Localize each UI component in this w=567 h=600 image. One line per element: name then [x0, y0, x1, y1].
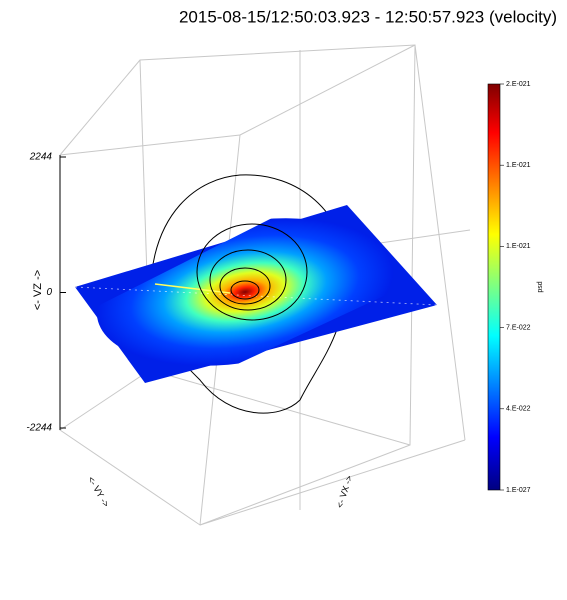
- colorbar-label: 1.E-021: [506, 243, 531, 250]
- contours: [196, 223, 308, 321]
- x-axis-label: <- VX ->: [334, 474, 354, 509]
- colorbar-label: 2.E-021: [506, 81, 531, 88]
- colorbar-title: psd: [537, 281, 544, 292]
- slice-plane: [74, 205, 438, 383]
- z-axis-label: <- VZ ->: [32, 270, 44, 310]
- z-tick-label: 2244: [29, 152, 53, 163]
- chart-title: 2015-08-15/12:50:03.923 - 12:50:57.923 (…: [179, 7, 557, 26]
- colorbar-label: 1.E-021: [506, 162, 531, 169]
- z-tick-label: 0: [46, 287, 52, 298]
- z-tick-label: -2244: [26, 423, 52, 434]
- y-axis-label: <- VY ->: [86, 475, 111, 509]
- colorbar-label: 7.E-022: [506, 324, 531, 331]
- colorbar: [487, 83, 501, 491]
- colorbar-label: 4.E-022: [506, 406, 531, 413]
- colorbar-label: 1.E-027: [506, 487, 531, 494]
